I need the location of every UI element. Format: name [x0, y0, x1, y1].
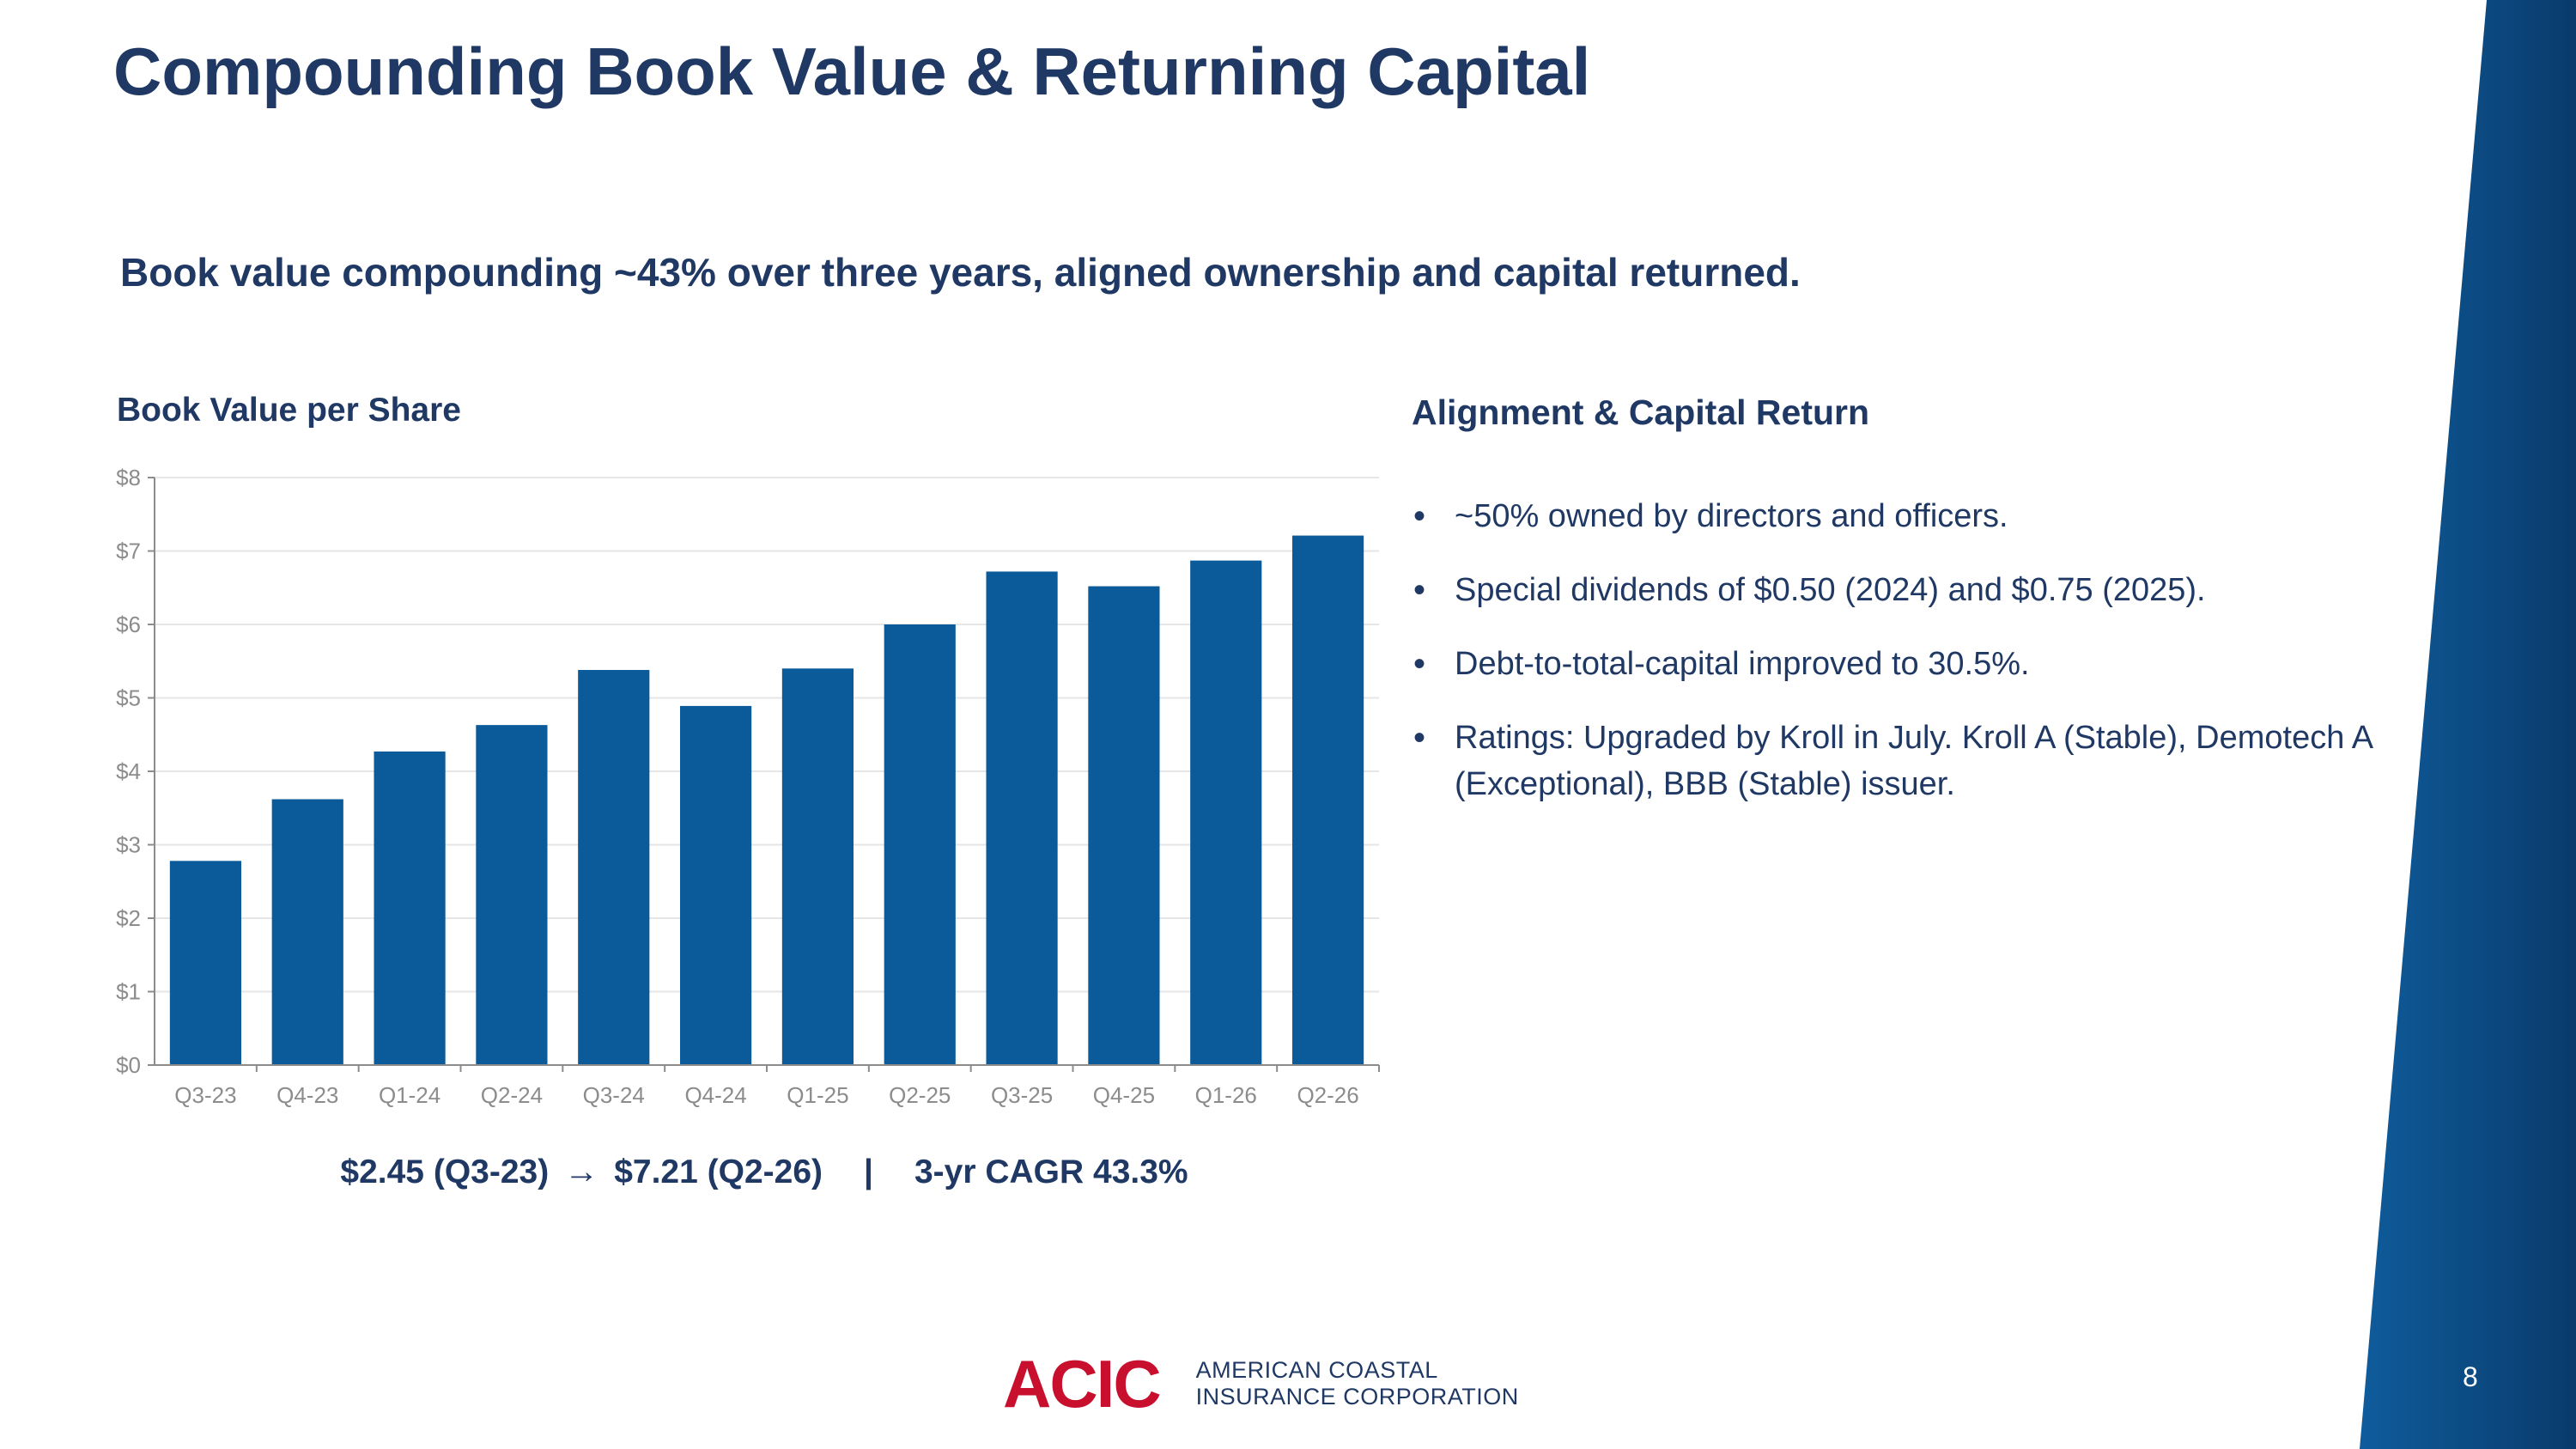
list-item: • Special dividends of $0.50 (2024) and $…	[1412, 567, 2408, 613]
chart-tick-labels: $0 $1 $2 $3 $4 $5 $6 $7 $8 Q3-23 Q4-23 Q1-24 Q2-24 Q3…	[116, 465, 1359, 1108]
company-logo: ACIC AMERICAN COASTAL INSURANCE CORPORAT…	[1003, 1350, 1519, 1417]
x-tick-label: Q2-26	[1297, 1082, 1358, 1108]
bar-q1-24	[374, 751, 446, 1065]
x-tick-label: Q4-23	[276, 1082, 338, 1108]
chart-gridlines	[155, 477, 1379, 993]
y-tick-label: $1	[116, 979, 141, 1005]
logo-line-1: AMERICAN COASTAL	[1195, 1357, 1438, 1383]
list-item: • ~50% owned by directors and officers.	[1412, 493, 2408, 539]
bullet-text: Special dividends of $0.50 (2024) and $0…	[1455, 572, 2206, 608]
y-tick-label: $6	[116, 612, 141, 637]
bar-q4-25	[1088, 586, 1160, 1065]
bullet-text: ~50% owned by directors and officers.	[1455, 498, 2008, 534]
bullet-dot-icon: •	[1413, 645, 1426, 683]
chart-title: Book Value per Share	[117, 392, 461, 429]
bar-q4-23	[271, 799, 343, 1065]
bullet-dot-icon: •	[1413, 719, 1426, 757]
x-tick-label: Q2-25	[889, 1082, 951, 1108]
y-tick-label: $0	[116, 1052, 141, 1078]
x-tick-label: Q1-26	[1195, 1082, 1257, 1108]
chart-axes	[148, 477, 1380, 1072]
cagr-rate: 3-yr CAGR 43.3%	[914, 1153, 1188, 1190]
y-tick-label: $3	[116, 832, 141, 858]
bullet-text: Debt-to-total-capital improved to 30.5%.	[1455, 646, 2030, 682]
x-tick-label: Q3-23	[174, 1082, 236, 1108]
book-value-bar-chart: $0 $1 $2 $3 $4 $5 $6 $7 $8 Q3-23 Q4-23 Q1-24 Q2-24 Q3…	[116, 465, 1380, 1108]
y-tick-label: $4	[116, 758, 141, 784]
cagr-summary: $2.45 (Q3-23) → $7.21 (Q2-26) | 3-yr CAG…	[340, 1153, 1188, 1191]
bar-q2-24	[476, 725, 548, 1065]
bar-q1-25	[781, 668, 854, 1065]
x-tick-label: Q4-24	[684, 1082, 746, 1108]
slide-title: Compounding Book Value & Returning Capit…	[113, 33, 1591, 109]
chart-bars	[169, 535, 1364, 1065]
x-tick-label: Q1-24	[379, 1082, 440, 1108]
x-tick-label: Q2-24	[481, 1082, 543, 1108]
bar-q3-25	[986, 571, 1058, 1065]
bullet-text: Ratings: Upgraded by Kroll in July. Krol…	[1455, 720, 2372, 802]
slide-subtitle: Book value compounding ~43% over three y…	[120, 250, 1801, 295]
bullet-dot-icon: •	[1413, 571, 1426, 609]
x-tick-label: Q3-25	[991, 1082, 1053, 1108]
logo-wordmark: AMERICAN COASTAL INSURANCE CORPORATION	[1196, 1357, 1519, 1410]
bar-q2-26	[1291, 535, 1364, 1065]
page-number: 8	[2463, 1361, 2478, 1392]
cagr-end-value: $7.21 (Q2-26)	[614, 1153, 823, 1190]
y-tick-label: $2	[116, 905, 141, 931]
x-tick-label: Q3-24	[583, 1082, 645, 1108]
x-tick-label: Q1-25	[787, 1082, 848, 1108]
bar-q1-26	[1190, 560, 1262, 1065]
bar-q3-23	[169, 861, 242, 1065]
bar-q4-24	[679, 705, 752, 1065]
cagr-separator: |	[864, 1153, 873, 1190]
logo-mark: ACIC	[1003, 1346, 1162, 1422]
y-tick-label: $5	[116, 685, 141, 711]
alignment-bullet-list: • ~50% owned by directors and officers. •…	[1412, 493, 2408, 835]
cagr-start-value: $2.45 (Q3-23)	[340, 1153, 550, 1190]
bar-q3-24	[578, 670, 650, 1065]
right-arrow-icon: →	[564, 1153, 599, 1190]
list-item: • Ratings: Upgraded by Kroll in July. Kro…	[1412, 715, 2408, 807]
y-tick-label: $7	[116, 539, 141, 564]
list-item: • Debt-to-total-capital improved to 30.5%…	[1412, 641, 2408, 687]
alignment-heading: Alignment & Capital Return	[1412, 393, 1870, 432]
x-tick-label: Q4-25	[1093, 1082, 1155, 1108]
bar-q2-25	[884, 624, 956, 1065]
logo-line-2: INSURANCE CORPORATION	[1195, 1384, 1519, 1409]
y-tick-label: $8	[116, 465, 141, 490]
bullet-dot-icon: •	[1413, 497, 1426, 535]
